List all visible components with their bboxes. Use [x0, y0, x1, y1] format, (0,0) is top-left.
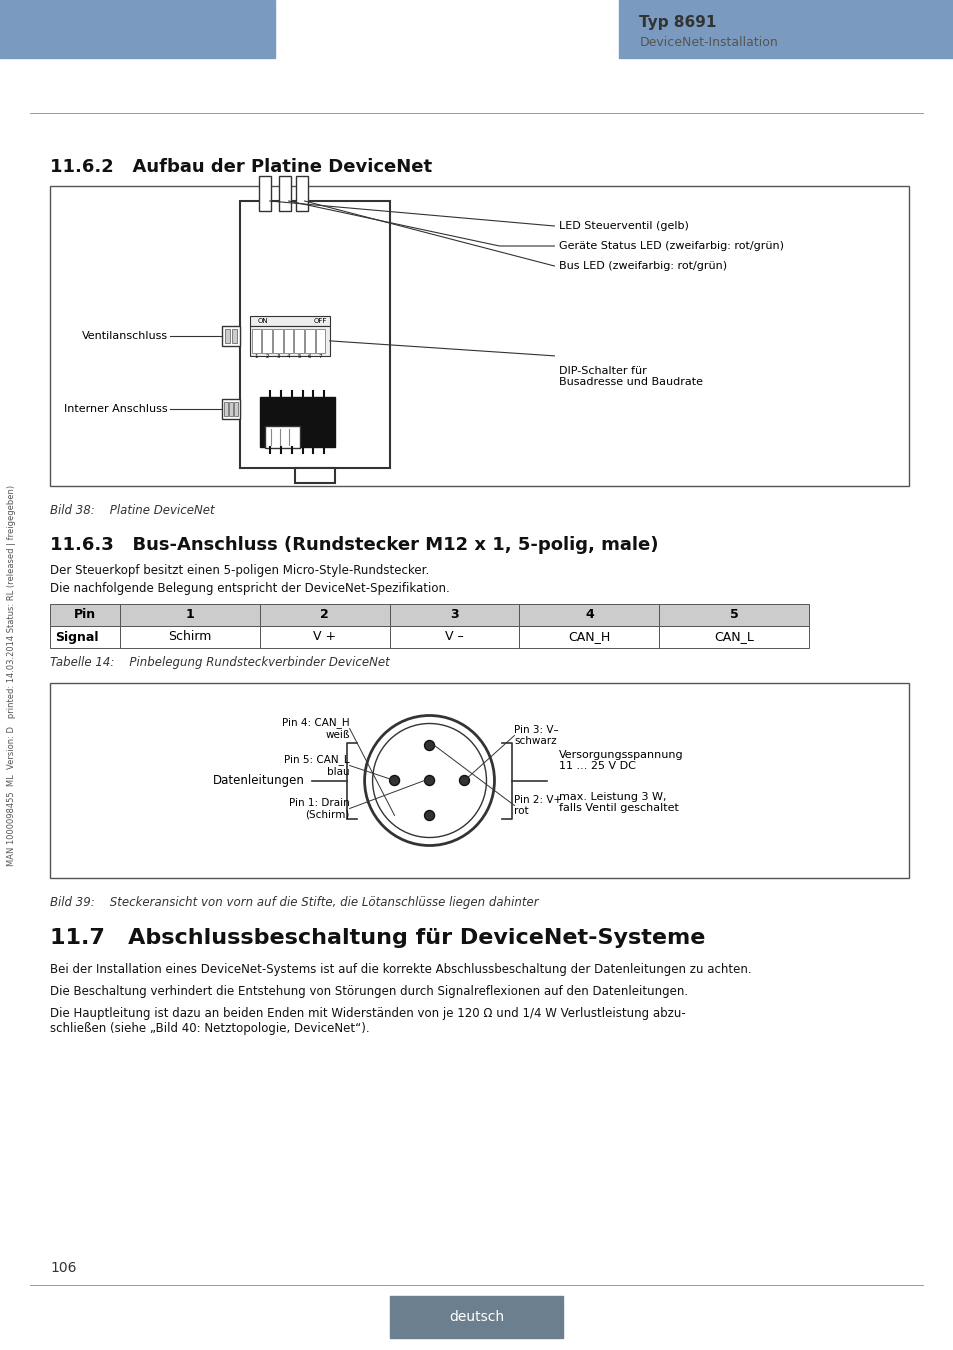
- Bar: [50, 626, 120, 648]
- Text: Signal: Signal: [55, 630, 98, 644]
- Text: 2: 2: [320, 609, 329, 621]
- Bar: [225, 329, 230, 343]
- Text: Pin 4: CAN_H
weiß: Pin 4: CAN_H weiß: [282, 717, 349, 740]
- Bar: [50, 603, 120, 626]
- Circle shape: [424, 741, 434, 751]
- Text: CAN_H: CAN_H: [568, 630, 610, 644]
- Bar: [229, 402, 233, 416]
- Text: 5: 5: [297, 354, 300, 359]
- Bar: [315, 329, 325, 352]
- Text: Typ 8691: Typ 8691: [639, 15, 716, 30]
- Bar: [294, 329, 304, 352]
- Text: 6: 6: [308, 354, 312, 359]
- Bar: [0, 0, 274, 58]
- Circle shape: [424, 775, 434, 786]
- Text: DIP-Schalter für
Busadresse und Baudrate: DIP-Schalter für Busadresse und Baudrate: [558, 366, 702, 387]
- Circle shape: [424, 810, 434, 821]
- Bar: [239, 201, 389, 468]
- Text: Pin 1: Drain
(Schirm): Pin 1: Drain (Schirm): [289, 798, 349, 819]
- Text: Die Hauptleitung ist dazu an beiden Enden mit Widerständen von je 120 Ω und 1/4 : Die Hauptleitung ist dazu an beiden Ende…: [50, 1007, 685, 1035]
- Text: 4: 4: [584, 609, 593, 621]
- Text: deutsch: deutsch: [449, 1310, 503, 1324]
- Bar: [389, 1296, 563, 1338]
- Text: 5: 5: [729, 609, 738, 621]
- Text: Tabelle 14:    Pinbelegung Rundsteckverbinder DeviceNet: Tabelle 14: Pinbelegung Rundsteckverbind…: [50, 656, 389, 670]
- Text: 11.7   Abschlussbeschaltung für DeviceNet-Systeme: 11.7 Abschlussbeschaltung für DeviceNet-…: [50, 927, 704, 948]
- Bar: [305, 329, 314, 352]
- Text: 3: 3: [450, 609, 458, 621]
- Bar: [221, 325, 239, 346]
- Text: bürkert: bürkert: [132, 9, 237, 34]
- Text: 4: 4: [287, 354, 290, 359]
- Bar: [283, 329, 293, 352]
- Text: Schirm: Schirm: [168, 630, 212, 644]
- Bar: [232, 329, 236, 343]
- Bar: [259, 626, 389, 648]
- Bar: [50, 186, 908, 486]
- Text: Pin: Pin: [73, 609, 96, 621]
- Text: MAN 1000098455  ML  Version: D   printed: 14.03.2014 Status: RL (released | frei: MAN 1000098455 ML Version: D printed: 14…: [8, 485, 16, 865]
- Bar: [659, 626, 808, 648]
- Text: Geräte Status LED (zweifarbig: rot/grün): Geräte Status LED (zweifarbig: rot/grün): [558, 242, 783, 251]
- Bar: [273, 329, 282, 352]
- Bar: [252, 329, 261, 352]
- Text: max. Leistung 3 W,
falls Ventil geschaltet: max. Leistung 3 W, falls Ventil geschalt…: [558, 791, 679, 813]
- Bar: [518, 626, 659, 648]
- Bar: [250, 325, 330, 356]
- Text: Der Steuerkopf besitzt einen 5-poligen Micro-Style-Rundstecker.: Der Steuerkopf besitzt einen 5-poligen M…: [50, 564, 429, 576]
- Text: 1: 1: [185, 609, 194, 621]
- Bar: [259, 603, 389, 626]
- Bar: [224, 402, 228, 416]
- Text: Interner Anschluss: Interner Anschluss: [64, 404, 168, 414]
- Bar: [120, 626, 259, 648]
- Text: Pin 3: V–
schwarz: Pin 3: V– schwarz: [514, 725, 558, 747]
- Text: Pin 5: CAN_L
blau: Pin 5: CAN_L blau: [284, 755, 349, 776]
- Bar: [618, 0, 952, 58]
- Bar: [120, 603, 259, 626]
- Text: Ventilanschluss: Ventilanschluss: [82, 331, 168, 340]
- Bar: [295, 176, 308, 211]
- Text: V +: V +: [313, 630, 335, 644]
- Text: Datenleitungen: Datenleitungen: [213, 774, 304, 787]
- Text: OFF: OFF: [314, 317, 327, 324]
- Text: Bild 38:    Platine DeviceNet: Bild 38: Platine DeviceNet: [50, 504, 214, 517]
- Bar: [221, 400, 239, 420]
- Bar: [294, 468, 335, 483]
- Text: 7: 7: [318, 354, 322, 359]
- Text: DeviceNet-Installation: DeviceNet-Installation: [639, 35, 778, 49]
- Bar: [258, 176, 271, 211]
- Circle shape: [459, 775, 469, 786]
- Bar: [233, 402, 237, 416]
- Text: 3: 3: [275, 354, 279, 359]
- Bar: [389, 626, 518, 648]
- Text: 11.6.3   Bus-Anschluss (Rundstecker M12 x 1, 5-polig, male): 11.6.3 Bus-Anschluss (Rundstecker M12 x …: [50, 536, 658, 554]
- Text: 11.6.2   Aufbau der Platine DeviceNet: 11.6.2 Aufbau der Platine DeviceNet: [50, 158, 432, 176]
- Text: Die Beschaltung verhindert die Entstehung von Störungen durch Signalreflexionen : Die Beschaltung verhindert die Entstehun…: [50, 986, 687, 998]
- Bar: [518, 603, 659, 626]
- Circle shape: [364, 716, 494, 845]
- Text: Versorgungsspannung
11 ... 25 V DC: Versorgungsspannung 11 ... 25 V DC: [558, 749, 683, 771]
- Text: Bild 39:    Steckeransicht von vorn auf die Stifte, die Lötanschlüsse liegen dah: Bild 39: Steckeransicht von vorn auf die…: [50, 896, 538, 909]
- Bar: [278, 176, 291, 211]
- Text: CAN_L: CAN_L: [714, 630, 754, 644]
- Text: V –: V –: [445, 630, 463, 644]
- Text: LED Steuerventil (gelb): LED Steuerventil (gelb): [558, 221, 689, 231]
- Text: 1: 1: [254, 354, 258, 359]
- Bar: [389, 603, 518, 626]
- Text: 106: 106: [50, 1261, 76, 1274]
- Text: FLUID CONTROL SYSTEMS: FLUID CONTROL SYSTEMS: [135, 39, 233, 49]
- Bar: [264, 427, 299, 448]
- Text: ON: ON: [257, 317, 268, 324]
- Bar: [250, 316, 330, 325]
- Bar: [659, 603, 808, 626]
- Bar: [50, 683, 908, 878]
- Text: Die nachfolgende Belegung entspricht der DeviceNet-Spezifikation.: Die nachfolgende Belegung entspricht der…: [50, 582, 449, 595]
- Bar: [262, 329, 272, 352]
- Bar: [259, 397, 335, 447]
- Circle shape: [389, 775, 399, 786]
- Text: Bei der Installation eines DeviceNet-Systems ist auf die korrekte Abschlussbesch: Bei der Installation eines DeviceNet-Sys…: [50, 963, 751, 976]
- Text: Bus LED (zweifarbig: rot/grün): Bus LED (zweifarbig: rot/grün): [558, 261, 727, 271]
- Text: 2: 2: [265, 354, 269, 359]
- Text: Pin 2: V+
rot: Pin 2: V+ rot: [514, 795, 562, 817]
